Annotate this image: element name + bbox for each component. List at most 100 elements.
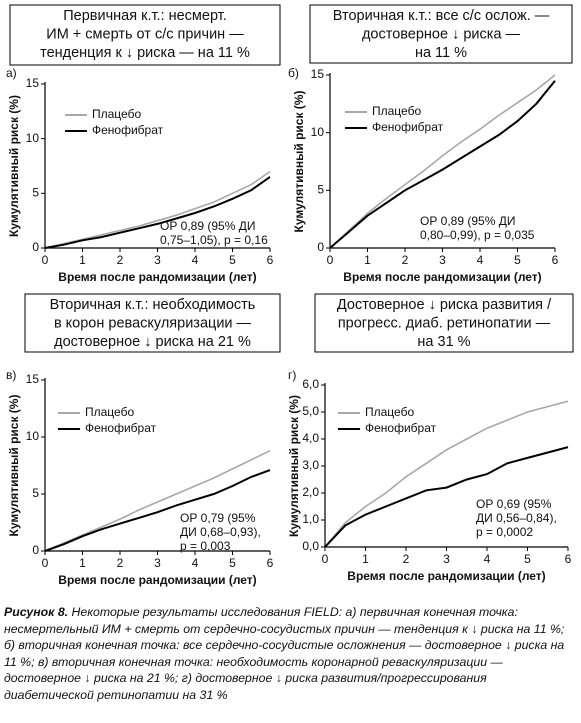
annotation: ОР 0,89 (95% ДИ: [160, 219, 255, 233]
y-tick-label: 5: [32, 186, 39, 200]
panel-label: а): [6, 66, 17, 80]
x-tick-label: 0: [327, 253, 334, 267]
annotation: ОР 0,79 (95%: [180, 511, 256, 525]
chart-title: прогресс. диаб. ретинопатии —: [338, 315, 551, 331]
y-tick-label: 6,0: [302, 377, 319, 391]
chart-title: ИМ + смерть от с/с причин —: [46, 26, 244, 42]
title-box: [9, 4, 281, 66]
x-tick-label: 2: [117, 253, 124, 267]
legend-label: Плацебо: [365, 405, 414, 419]
chart-title: в корон реваскуляризации —: [54, 315, 252, 331]
x-tick-label: 0: [42, 253, 49, 267]
x-tick-label: 2: [403, 552, 410, 566]
y-tick-label: 4,0: [302, 431, 319, 445]
series-line: [329, 74, 556, 249]
legend-label: Фенофибрат: [85, 421, 157, 435]
x-axis-label: Время после рандомизации (лет): [347, 569, 545, 583]
caption-text: Некоторые результаты исследования FIELD:…: [4, 605, 565, 702]
series-line: [324, 400, 569, 548]
annotation: ОР 0,89 (95% ДИ: [420, 214, 515, 228]
chart-title: Достоверное ↓ риска развития /: [337, 297, 552, 313]
x-tick-label: 3: [443, 552, 450, 566]
x-tick-label: 6: [267, 556, 274, 570]
legend-label: Фенофибрат: [92, 123, 164, 137]
annotation: ДИ 0,56–0,84),: [476, 511, 557, 525]
x-tick-label: 0: [42, 556, 49, 570]
chart-title: достоверное ↓ риска —: [362, 26, 521, 42]
y-tick-label: 15: [26, 76, 40, 90]
series-line: [324, 446, 569, 548]
y-tick-label: 0: [32, 543, 39, 557]
x-tick-label: 2: [402, 253, 409, 267]
x-axis-label: Время после рандомизации (лет): [58, 270, 256, 284]
x-tick-label: 3: [154, 253, 161, 267]
y-tick-label: 15: [26, 372, 40, 386]
title-box: [314, 293, 574, 353]
legend-label: Фенофибрат: [372, 120, 444, 134]
y-tick-label: 5: [32, 486, 39, 500]
panel-label: г): [288, 368, 296, 382]
y-tick-label: 5: [317, 183, 324, 197]
series-line: [44, 176, 271, 249]
annotation: 0,75–1,05), p = 0,16: [160, 233, 268, 247]
x-tick-label: 0: [322, 552, 329, 566]
x-tick-label: 5: [524, 552, 531, 566]
chart-title: Вторичная к.т.: необходимость: [50, 297, 256, 313]
caption: Рисунок 8. Некоторые результаты исследов…: [4, 604, 577, 703]
legend-label: Плацебо: [372, 104, 421, 118]
chart-title: Первичная к.т.: несмерт.: [63, 8, 227, 24]
x-tick-label: 1: [362, 552, 369, 566]
series-line: [44, 449, 271, 552]
figure: Первичная к.т.: несмерт. ИМ + смерть от с…: [6, 4, 574, 587]
chart-title: тенденция к ↓ риска — на 11 %: [40, 45, 250, 61]
x-tick-label: 3: [439, 253, 446, 267]
y-axis-label: Кумулятивный риск (%): [292, 91, 306, 233]
y-tick-label: 0,0: [302, 539, 319, 553]
series-line: [44, 469, 271, 552]
x-tick-label: 4: [192, 253, 199, 267]
caption-label: Рисунок 8.: [4, 605, 69, 619]
y-axis-label: Кумулятивный риск (%): [287, 395, 301, 537]
panel-label: б): [288, 66, 299, 80]
annotation: ОР 0,69 (95%: [476, 497, 552, 511]
y-tick-label: 1,0: [302, 512, 319, 526]
x-tick-label: 1: [364, 253, 371, 267]
y-tick-label: 10: [26, 131, 40, 145]
y-tick-label: 3,0: [302, 458, 319, 472]
x-tick-label: 1: [79, 556, 86, 570]
x-tick-label: 4: [484, 552, 491, 566]
x-tick-label: 5: [229, 253, 236, 267]
x-axis-label: Время после рандомизации (лет): [58, 573, 256, 587]
y-tick-label: 5,0: [302, 404, 319, 418]
chart-title: на 11 %: [415, 45, 467, 61]
x-tick-label: 6: [565, 552, 572, 566]
legend-label: Плацебо: [85, 405, 134, 419]
chart-title: Вторичная к.т.: все с/с ослож. —: [333, 8, 550, 24]
y-tick-label: 10: [311, 125, 325, 139]
y-tick-label: 0: [317, 240, 324, 254]
title-box: [24, 293, 281, 353]
y-tick-label: 0: [32, 240, 39, 254]
chart-title: достоверное ↓ риска на 21 %: [54, 334, 251, 350]
y-tick-label: 2,0: [302, 485, 319, 499]
annotation: 0,80–0,99), p = 0,035: [420, 228, 535, 242]
x-tick-label: 6: [552, 253, 559, 267]
x-tick-label: 5: [514, 253, 521, 267]
series-line: [329, 80, 556, 249]
chart-title: на 31 %: [417, 334, 470, 350]
annotation: p = 0,0002: [476, 525, 533, 539]
title-box: [309, 4, 573, 64]
y-axis-label: Кумулятивный риск (%): [7, 95, 21, 237]
x-tick-label: 6: [267, 253, 274, 267]
x-tick-label: 4: [192, 556, 199, 570]
y-tick-label: 10: [26, 429, 40, 443]
annotation: p = 0,003: [180, 539, 231, 553]
x-axis-label: Время после рандомизации (лет): [343, 270, 541, 284]
x-tick-label: 5: [229, 556, 236, 570]
annotation: ДИ 0,68–0,93),: [180, 525, 261, 539]
x-tick-label: 2: [117, 556, 124, 570]
legend-label: Плацебо: [92, 107, 141, 121]
y-axis-label: Кумулятивный риск (%): [7, 395, 21, 537]
x-tick-label: 1: [79, 253, 86, 267]
